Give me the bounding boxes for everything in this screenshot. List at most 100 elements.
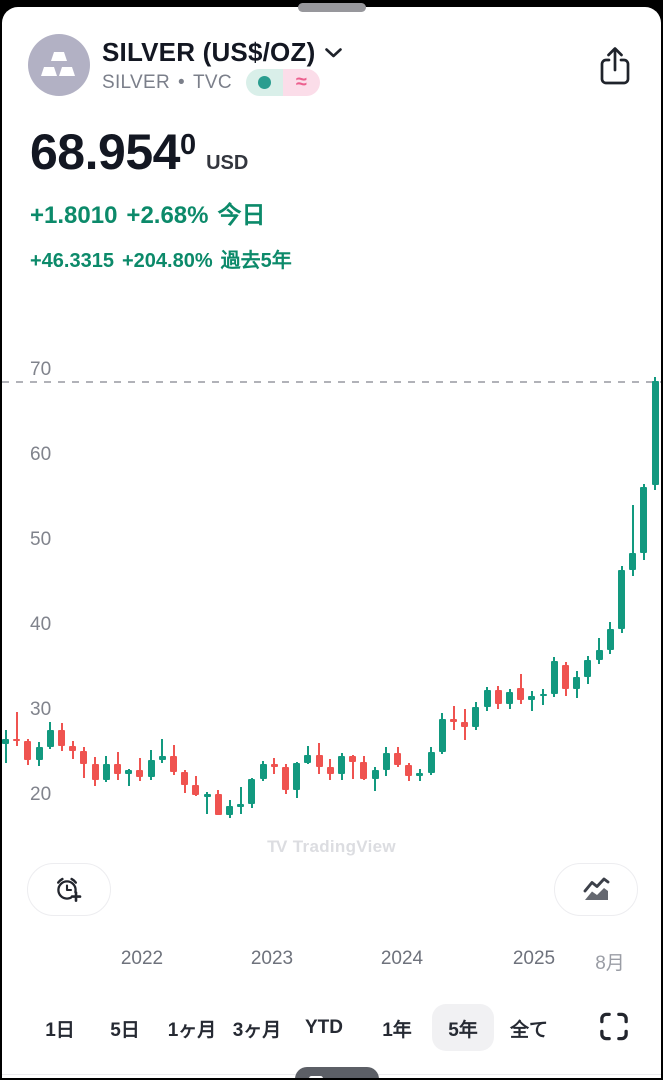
alarm-clock-plus-icon xyxy=(57,877,82,902)
price-currency: USD xyxy=(206,152,249,174)
candle-body xyxy=(170,755,177,772)
x-axis-label: 2024 xyxy=(380,948,424,969)
current-price-dashed-line xyxy=(2,381,661,384)
range-1d[interactable]: 1日 xyxy=(39,1003,81,1053)
range-5y-selected[interactable]: 5年 xyxy=(442,1003,484,1053)
candle-wick xyxy=(351,755,354,779)
area-chart-icon xyxy=(583,877,609,900)
candle-wick xyxy=(452,705,455,731)
candle-body xyxy=(472,707,480,727)
chart-type-button[interactable] xyxy=(554,863,638,916)
candle-body xyxy=(282,766,289,790)
y-axis-label: 20 xyxy=(30,784,52,805)
candle-body xyxy=(427,751,435,773)
candle-body xyxy=(69,745,77,751)
candle-body xyxy=(573,676,581,689)
fullscreen-button[interactable] xyxy=(594,1006,635,1050)
silver-ingots-icon xyxy=(41,52,75,76)
change-today-absolute: +1.8010 xyxy=(30,202,118,229)
candle-body xyxy=(438,718,446,752)
symbol-title-dropdown[interactable]: SILVER (US$/OZ) xyxy=(102,37,343,68)
candle-body xyxy=(237,804,245,807)
range-5d[interactable]: 5日 xyxy=(104,1003,146,1053)
candle-wick xyxy=(239,786,242,814)
change-5y-label: 過去5年 xyxy=(220,250,292,272)
candle-body xyxy=(136,769,144,778)
tradingview-watermark-text: TradingView xyxy=(292,837,396,856)
delayed-data-segment: ≈ xyxy=(282,69,320,96)
candle-body xyxy=(584,659,592,677)
candle-body xyxy=(304,755,312,763)
candle-body xyxy=(416,772,424,777)
candle-body xyxy=(259,763,267,779)
candle-body xyxy=(562,664,569,689)
price-chart[interactable]: 70 60 50 40 30 20 xyxy=(2,347,661,829)
tradingview-watermark: TV TradingView xyxy=(267,837,396,857)
candle-body xyxy=(405,765,413,777)
bottom-toast-partial[interactable] xyxy=(295,1067,379,1078)
app-screen: SILVER (US$/OZ) SILVER • TVC ≈ 68.954 xyxy=(2,7,661,1078)
candle-body xyxy=(293,762,301,790)
candle-body xyxy=(595,649,603,660)
candle-body xyxy=(483,689,491,708)
candle-body xyxy=(326,766,334,774)
range-ytd[interactable]: YTD xyxy=(299,1003,349,1053)
candle-wick xyxy=(306,745,309,765)
candle-wick xyxy=(206,792,209,814)
candle-body xyxy=(58,729,65,746)
candle-body xyxy=(158,755,166,761)
candle-body xyxy=(203,794,211,797)
candle-body xyxy=(125,769,133,774)
candle-wick xyxy=(138,757,141,782)
ios-share-icon xyxy=(600,47,630,85)
range-3m[interactable]: 3ヶ月 xyxy=(227,1003,288,1053)
candle-body xyxy=(506,692,513,704)
selected-range-highlight xyxy=(432,1004,494,1051)
candle-body xyxy=(24,740,32,761)
toast-glyph-icon xyxy=(309,1076,323,1078)
range-selector: 1日 5日 1ヶ月 3ヶ月 YTD 1年 5年 全て xyxy=(2,1003,661,1053)
change-today-percent: +2.68% xyxy=(126,202,209,229)
candle-body xyxy=(91,764,99,781)
range-1m[interactable]: 1ヶ月 xyxy=(162,1003,223,1053)
approx-wave-icon: ≈ xyxy=(295,70,307,93)
symbol-subtitle-row: SILVER • TVC ≈ xyxy=(102,69,320,96)
candle-body xyxy=(226,806,233,815)
candle-body xyxy=(394,752,401,766)
change-5y-absolute: +46.3315 xyxy=(30,250,114,272)
change-today-row: +1.8010 +2.68% 今日 xyxy=(30,195,266,230)
create-alert-button[interactable] xyxy=(27,863,111,916)
candle-body xyxy=(214,794,222,815)
candle-wick xyxy=(542,688,545,705)
candle-wick xyxy=(374,766,377,792)
instrument-avatar xyxy=(28,34,90,96)
candle-wick xyxy=(127,768,130,786)
exchange-name: TVC xyxy=(192,71,232,93)
y-axis-label: 50 xyxy=(30,529,52,550)
range-1y[interactable]: 1年 xyxy=(376,1003,418,1053)
candle-body xyxy=(80,750,88,765)
candle-wick xyxy=(530,691,533,711)
candle-body xyxy=(640,487,648,553)
x-axis-label-current-month: 8月 xyxy=(595,953,625,974)
range-all[interactable]: 全て xyxy=(504,1003,554,1053)
candle-body xyxy=(349,755,357,762)
x-axis: 2022 2023 2024 2025 8月 xyxy=(2,948,661,976)
market-open-dot-icon xyxy=(257,76,271,89)
tradingview-logo-icon: TV xyxy=(267,837,287,856)
y-axis-label: 60 xyxy=(30,444,52,465)
candle-body xyxy=(248,778,256,805)
share-button[interactable] xyxy=(593,41,637,91)
candle-wick xyxy=(161,738,164,764)
x-axis-label: 2023 xyxy=(250,948,294,969)
market-open-segment xyxy=(245,69,283,96)
candle-body xyxy=(539,693,547,697)
candle-body xyxy=(461,721,469,727)
change-5y-percent: +204.80% xyxy=(121,250,213,272)
candle-body xyxy=(606,629,614,650)
candle-body xyxy=(315,755,323,767)
fullscreen-brackets-icon xyxy=(600,1012,628,1041)
candle-body xyxy=(360,761,368,779)
market-status-badge[interactable]: ≈ xyxy=(245,69,320,96)
candle-body xyxy=(13,738,21,742)
